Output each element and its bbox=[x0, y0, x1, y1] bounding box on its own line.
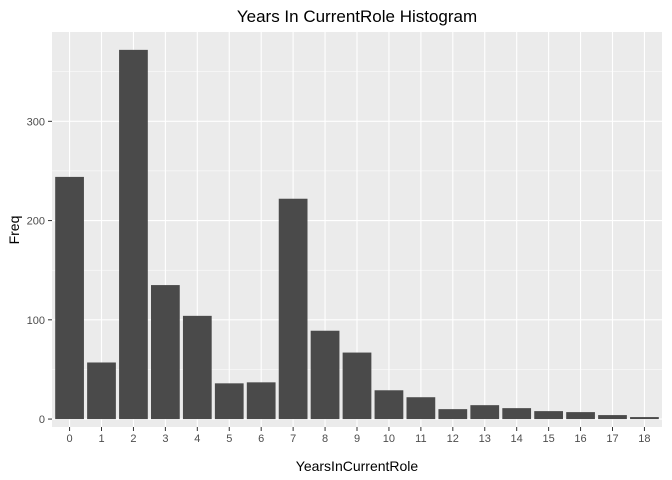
bar-0 bbox=[55, 176, 84, 420]
x-tick-label: 0 bbox=[67, 433, 73, 445]
bar-12 bbox=[438, 409, 468, 420]
x-tick-label: 3 bbox=[162, 433, 168, 445]
bar-10 bbox=[374, 390, 404, 420]
x-tick-label: 11 bbox=[415, 433, 426, 445]
bar-18 bbox=[630, 417, 659, 420]
bar-1 bbox=[87, 362, 116, 420]
bar-6 bbox=[246, 382, 276, 420]
y-axis-title: Freq bbox=[6, 216, 22, 245]
x-tick-label: 4 bbox=[194, 433, 200, 445]
chart-title: Years In CurrentRole Histogram bbox=[237, 7, 477, 26]
bar-7 bbox=[278, 198, 308, 420]
x-tick-label: 13 bbox=[479, 433, 491, 445]
bar-5 bbox=[214, 383, 244, 420]
bar-9 bbox=[342, 352, 372, 420]
x-tick-label: 9 bbox=[354, 433, 360, 445]
bar-3 bbox=[151, 285, 180, 420]
bar-16 bbox=[566, 412, 595, 420]
x-tick-label: 2 bbox=[130, 433, 136, 445]
y-tick-label: 300 bbox=[27, 116, 45, 128]
x-tick-label: 8 bbox=[322, 433, 328, 445]
x-tick-label: 7 bbox=[290, 433, 296, 445]
y-tick-label: 100 bbox=[27, 315, 45, 327]
bar-13 bbox=[470, 405, 500, 420]
x-axis: 0 1 2 3 4 5 6 7 8 9 10 11 12 13 14 15 16 17 18 bbox=[67, 427, 651, 445]
y-axis: 0 100 200 300 bbox=[27, 116, 52, 426]
bar-4 bbox=[182, 315, 212, 420]
x-tick-label: 6 bbox=[258, 433, 264, 445]
bar-17 bbox=[598, 415, 627, 420]
bar-2 bbox=[119, 49, 148, 420]
x-axis-title: YearsInCurrentRole bbox=[296, 458, 419, 474]
x-tick-label: 16 bbox=[574, 433, 586, 445]
bar-15 bbox=[534, 411, 563, 420]
x-tick-label: 14 bbox=[511, 433, 523, 445]
x-tick-label: 10 bbox=[383, 433, 395, 445]
x-tick-label: 5 bbox=[226, 433, 232, 445]
bar-14 bbox=[502, 408, 532, 420]
bar-11 bbox=[406, 397, 436, 420]
x-tick-label: 18 bbox=[638, 433, 650, 445]
x-tick-label: 15 bbox=[542, 433, 554, 445]
x-tick-label: 1 bbox=[98, 433, 104, 445]
bar-8 bbox=[310, 330, 340, 420]
y-tick-label: 200 bbox=[27, 216, 45, 228]
bars bbox=[55, 49, 659, 420]
x-tick-label: 17 bbox=[606, 433, 618, 445]
x-tick-label: 12 bbox=[447, 433, 459, 445]
y-tick-label: 0 bbox=[39, 414, 45, 426]
